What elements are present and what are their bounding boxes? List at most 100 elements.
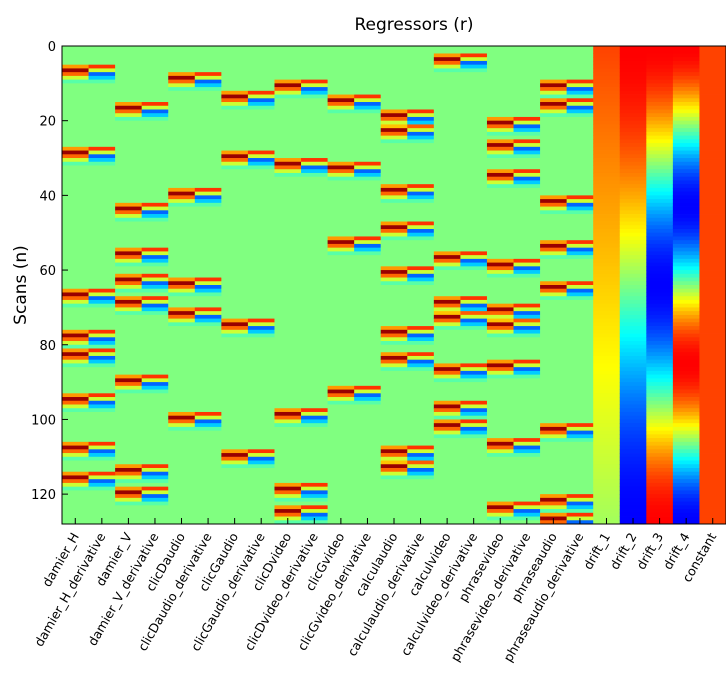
heatmap-cell (115, 128, 143, 133)
heatmap-cell (274, 389, 302, 394)
heatmap-cell (699, 273, 726, 278)
heatmap-cell (593, 475, 621, 480)
heatmap-cell (486, 214, 514, 219)
heatmap-cell (672, 344, 700, 349)
heatmap-cell (460, 490, 488, 495)
heatmap-cell (433, 494, 461, 499)
heatmap-cell (460, 131, 488, 137)
heatmap-cell (141, 187, 169, 193)
heatmap-cell (221, 225, 249, 230)
heatmap-cell (221, 382, 249, 387)
heatmap-cell (168, 75, 196, 81)
heatmap-cell (221, 494, 249, 499)
heatmap-cell (115, 79, 143, 84)
heatmap-cell (221, 404, 249, 409)
heatmap-cell (354, 479, 382, 484)
heatmap-cell (62, 75, 89, 81)
heatmap-cell (699, 158, 726, 163)
heatmap-cell (354, 430, 382, 435)
heatmap-cell (486, 105, 514, 110)
heatmap-cell (141, 195, 169, 200)
heatmap-cell (88, 150, 116, 155)
heatmap-cell (513, 382, 541, 387)
heatmap-cell (699, 363, 726, 368)
heatmap-cell (646, 411, 674, 417)
heatmap-cell (327, 490, 355, 495)
heatmap-cell (672, 270, 700, 275)
heatmap-cell (619, 288, 647, 293)
heatmap-cell (619, 199, 647, 204)
heatmap-cell (168, 389, 196, 394)
heatmap-cell (301, 299, 328, 305)
heatmap-cell (540, 206, 568, 211)
heatmap-cell (115, 184, 143, 189)
heatmap-cell (407, 296, 435, 301)
heatmap-cell (540, 288, 568, 293)
heatmap-cell (699, 232, 726, 237)
heatmap-cell (619, 445, 647, 450)
heatmap-cell (301, 467, 328, 473)
heatmap-cell (301, 214, 328, 219)
heatmap-cell (566, 195, 594, 200)
heatmap-cell (593, 75, 621, 81)
heatmap-cell (619, 285, 647, 290)
heatmap-cell (88, 359, 116, 364)
heatmap-cell (699, 184, 726, 189)
heatmap-cell (566, 135, 594, 140)
heatmap-cell (672, 471, 700, 476)
heatmap-cell (646, 337, 674, 342)
heatmap-cell (540, 400, 568, 405)
heatmap-cell (168, 146, 196, 151)
heatmap-cell (540, 273, 568, 278)
heatmap-cell (593, 453, 621, 458)
heatmap-cell (88, 378, 116, 383)
heatmap-cell (194, 397, 222, 402)
heatmap-cell (407, 363, 435, 368)
heatmap-cell (672, 453, 700, 458)
heatmap-cell (593, 285, 621, 290)
heatmap-cell (194, 494, 222, 499)
heatmap-cell (619, 434, 647, 439)
heatmap-cell (274, 337, 302, 342)
heatmap-cell (194, 509, 222, 514)
heatmap-cell (513, 475, 541, 480)
heatmap-cell (141, 150, 169, 155)
heatmap-cell (646, 270, 674, 275)
heatmap-cell (699, 352, 726, 357)
heatmap-cell (566, 438, 594, 443)
heatmap-cell (301, 449, 328, 454)
heatmap-cell (646, 494, 674, 499)
heatmap-cell (247, 57, 275, 62)
heatmap-cell (460, 445, 488, 450)
heatmap-column-clicDaudio_derivative (194, 46, 222, 525)
heatmap-cell (141, 479, 169, 484)
heatmap-cell (540, 68, 568, 73)
heatmap-cell (62, 49, 89, 54)
heatmap-cell (141, 57, 169, 62)
heatmap-cell (301, 210, 328, 215)
heatmap-cell (619, 464, 647, 469)
heatmap-cell (221, 299, 249, 305)
heatmap-cell (274, 165, 302, 170)
heatmap-cell (433, 296, 461, 301)
heatmap-cell (141, 326, 169, 331)
heatmap-cell (460, 60, 488, 66)
heatmap-cell (88, 333, 116, 338)
heatmap-cell (327, 72, 355, 77)
heatmap-cell (301, 370, 328, 376)
heatmap-cell (540, 292, 568, 297)
heatmap-cell (274, 471, 302, 476)
heatmap-cell (88, 68, 116, 73)
heatmap-cell (460, 464, 488, 469)
heatmap-cell (672, 64, 700, 69)
heatmap-cell (380, 199, 408, 204)
heatmap-cell (513, 509, 541, 514)
heatmap-cell (593, 146, 621, 151)
heatmap-cell (247, 337, 275, 342)
heatmap-cell (699, 374, 726, 379)
heatmap-cell (380, 109, 408, 114)
heatmap-cell (354, 389, 382, 394)
heatmap-cell (513, 303, 541, 308)
heatmap-cell (699, 131, 726, 137)
heatmap-cell (62, 475, 89, 480)
